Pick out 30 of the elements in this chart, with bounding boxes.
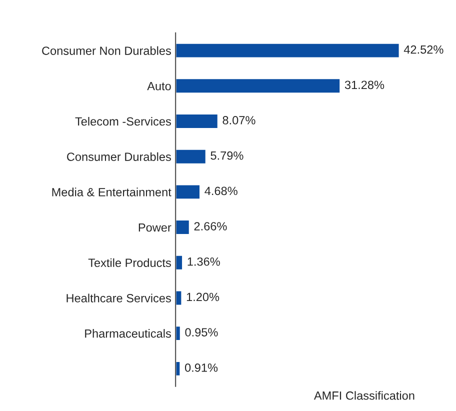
y-tick-label: Consumer Non Durables xyxy=(42,46,171,55)
data-label: 5.79% xyxy=(210,151,244,160)
y-tick-label: Consumer Durables xyxy=(67,152,171,161)
bar xyxy=(176,113,219,130)
data-label: 0.91% xyxy=(184,363,218,372)
data-label: 42.52% xyxy=(404,45,444,54)
y-tick-label: Textile Products xyxy=(88,258,171,268)
bar xyxy=(176,290,183,306)
bar xyxy=(176,254,184,271)
bar xyxy=(176,219,190,236)
bar xyxy=(176,42,400,59)
bar xyxy=(176,325,182,342)
bar xyxy=(176,360,182,377)
text: AMFI Classification xyxy=(314,391,414,400)
y-tick-label: Auto xyxy=(147,82,171,90)
data-label: 1.20% xyxy=(186,292,220,302)
bar xyxy=(176,78,341,94)
data-label: 8.07% xyxy=(222,116,256,124)
bar xyxy=(176,148,207,165)
data-label: 2.66% xyxy=(194,222,227,230)
y-tick-label: Healthcare Services xyxy=(66,294,171,302)
y-tick-label: Media & Entertainment xyxy=(52,188,172,196)
data-label: 31.28% xyxy=(344,80,384,90)
data-label: 1.36% xyxy=(188,257,220,266)
y-tick-label: Pharmaceuticals xyxy=(85,329,171,338)
bar xyxy=(176,184,201,200)
data-label: 0.95% xyxy=(185,328,218,336)
data-label: 4.68% xyxy=(204,186,238,196)
y-tick-label: Power xyxy=(138,223,172,232)
y-tick-label: Telecom -Services xyxy=(75,116,171,126)
